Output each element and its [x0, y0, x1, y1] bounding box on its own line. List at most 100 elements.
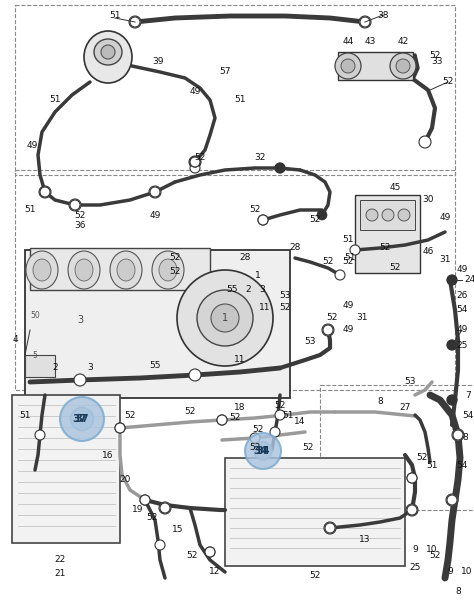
Text: 52: 52	[429, 550, 441, 559]
Circle shape	[177, 270, 273, 366]
Text: 52: 52	[252, 425, 264, 434]
Text: 46: 46	[422, 248, 434, 257]
Text: 11: 11	[259, 303, 271, 312]
Text: 52: 52	[169, 268, 181, 277]
Text: 52: 52	[186, 550, 198, 559]
Text: 3: 3	[259, 286, 265, 295]
Circle shape	[39, 186, 51, 198]
Circle shape	[35, 430, 45, 440]
Text: 52: 52	[389, 263, 401, 272]
Text: 33: 33	[431, 57, 443, 66]
Text: 3: 3	[87, 364, 93, 373]
Circle shape	[115, 423, 125, 433]
Text: 50: 50	[30, 310, 40, 320]
Text: 52: 52	[184, 408, 196, 417]
Circle shape	[447, 340, 457, 350]
Text: 52: 52	[74, 211, 86, 219]
Text: 21: 21	[55, 570, 66, 579]
Circle shape	[322, 324, 334, 336]
Text: 1: 1	[222, 313, 228, 323]
Text: 52: 52	[249, 205, 261, 214]
Text: 31: 31	[439, 255, 451, 265]
Ellipse shape	[94, 39, 122, 65]
Circle shape	[190, 163, 200, 173]
Text: 7: 7	[465, 391, 471, 399]
Circle shape	[382, 209, 394, 221]
Text: 12: 12	[210, 568, 221, 576]
Text: 24: 24	[465, 275, 474, 284]
Text: 51: 51	[344, 254, 356, 263]
Text: 52: 52	[416, 454, 428, 463]
Text: 52: 52	[379, 243, 391, 252]
Circle shape	[359, 16, 371, 28]
Text: 26: 26	[456, 291, 468, 300]
Text: 49: 49	[439, 213, 451, 222]
Text: 28: 28	[289, 243, 301, 252]
Text: 38: 38	[377, 10, 389, 19]
Text: 52: 52	[442, 77, 454, 86]
Text: 53: 53	[304, 338, 316, 347]
Text: 34: 34	[256, 446, 270, 456]
Text: 45: 45	[389, 184, 401, 193]
Bar	[12, 395, 120, 543]
Text: 52: 52	[342, 257, 354, 266]
Circle shape	[189, 369, 201, 381]
Text: 8: 8	[462, 434, 468, 443]
Circle shape	[446, 494, 458, 506]
Text: 54: 54	[456, 306, 468, 315]
Circle shape	[419, 136, 431, 148]
Bar	[25, 250, 290, 398]
Text: 52: 52	[274, 400, 286, 410]
Text: 52: 52	[302, 443, 314, 452]
Text: 31: 31	[356, 313, 368, 323]
Ellipse shape	[84, 31, 132, 83]
Text: 27: 27	[399, 403, 410, 413]
Text: 37: 37	[73, 414, 87, 424]
Circle shape	[197, 290, 253, 346]
Text: 52: 52	[310, 571, 321, 579]
Text: 55: 55	[149, 361, 161, 370]
Circle shape	[324, 522, 336, 534]
Circle shape	[60, 397, 104, 441]
Text: 14: 14	[294, 417, 306, 426]
Text: 11: 11	[234, 356, 246, 364]
Text: 25: 25	[456, 341, 468, 350]
Circle shape	[205, 547, 215, 557]
Circle shape	[396, 59, 410, 73]
Ellipse shape	[117, 259, 135, 281]
Circle shape	[447, 495, 457, 505]
Circle shape	[447, 340, 457, 350]
Text: 18: 18	[234, 403, 246, 413]
Circle shape	[155, 540, 165, 550]
Circle shape	[250, 433, 260, 443]
Text: 52: 52	[326, 313, 337, 323]
Circle shape	[115, 423, 125, 433]
Circle shape	[190, 157, 200, 167]
Ellipse shape	[68, 251, 100, 289]
Text: 32: 32	[255, 153, 266, 162]
Circle shape	[70, 200, 80, 210]
Text: 52: 52	[146, 513, 158, 522]
Text: 53: 53	[404, 378, 416, 387]
Circle shape	[258, 215, 268, 225]
Circle shape	[407, 505, 417, 515]
Ellipse shape	[101, 45, 115, 59]
Text: 2: 2	[52, 364, 58, 373]
Ellipse shape	[33, 259, 51, 281]
Circle shape	[245, 433, 281, 469]
Text: 19: 19	[132, 506, 144, 515]
Text: 36: 36	[74, 220, 86, 230]
Text: 52: 52	[169, 254, 181, 263]
Circle shape	[407, 473, 417, 483]
Text: 9: 9	[447, 568, 453, 576]
Text: 49: 49	[456, 326, 468, 335]
Circle shape	[140, 495, 150, 505]
Text: 51: 51	[24, 205, 36, 214]
Circle shape	[366, 209, 378, 221]
Circle shape	[325, 523, 335, 533]
Circle shape	[190, 157, 200, 167]
Circle shape	[453, 430, 463, 440]
Text: 9: 9	[412, 545, 418, 554]
Circle shape	[407, 473, 417, 483]
Text: 2: 2	[245, 286, 251, 295]
